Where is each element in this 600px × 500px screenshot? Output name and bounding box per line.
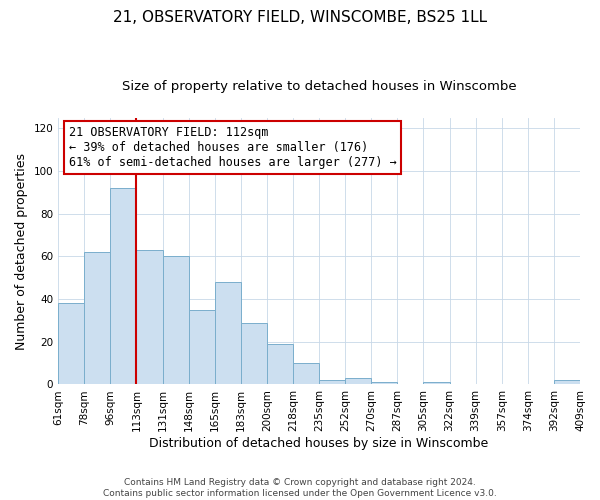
Bar <box>110 188 136 384</box>
Bar <box>554 380 580 384</box>
Bar <box>241 322 267 384</box>
Bar <box>267 344 293 385</box>
Bar <box>371 382 397 384</box>
Bar <box>58 304 84 384</box>
Title: Size of property relative to detached houses in Winscombe: Size of property relative to detached ho… <box>122 80 517 93</box>
Bar <box>424 382 449 384</box>
Text: Contains HM Land Registry data © Crown copyright and database right 2024.
Contai: Contains HM Land Registry data © Crown c… <box>103 478 497 498</box>
Text: 21, OBSERVATORY FIELD, WINSCOMBE, BS25 1LL: 21, OBSERVATORY FIELD, WINSCOMBE, BS25 1… <box>113 10 487 25</box>
Bar <box>188 310 215 384</box>
Y-axis label: Number of detached properties: Number of detached properties <box>15 152 28 350</box>
Text: 21 OBSERVATORY FIELD: 112sqm
← 39% of detached houses are smaller (176)
61% of s: 21 OBSERVATORY FIELD: 112sqm ← 39% of de… <box>68 126 397 169</box>
Bar <box>293 363 319 384</box>
X-axis label: Distribution of detached houses by size in Winscombe: Distribution of detached houses by size … <box>149 437 489 450</box>
Bar <box>319 380 345 384</box>
Bar <box>345 378 371 384</box>
Bar <box>84 252 110 384</box>
Bar <box>215 282 241 384</box>
Bar <box>163 256 188 384</box>
Bar <box>136 250 163 384</box>
